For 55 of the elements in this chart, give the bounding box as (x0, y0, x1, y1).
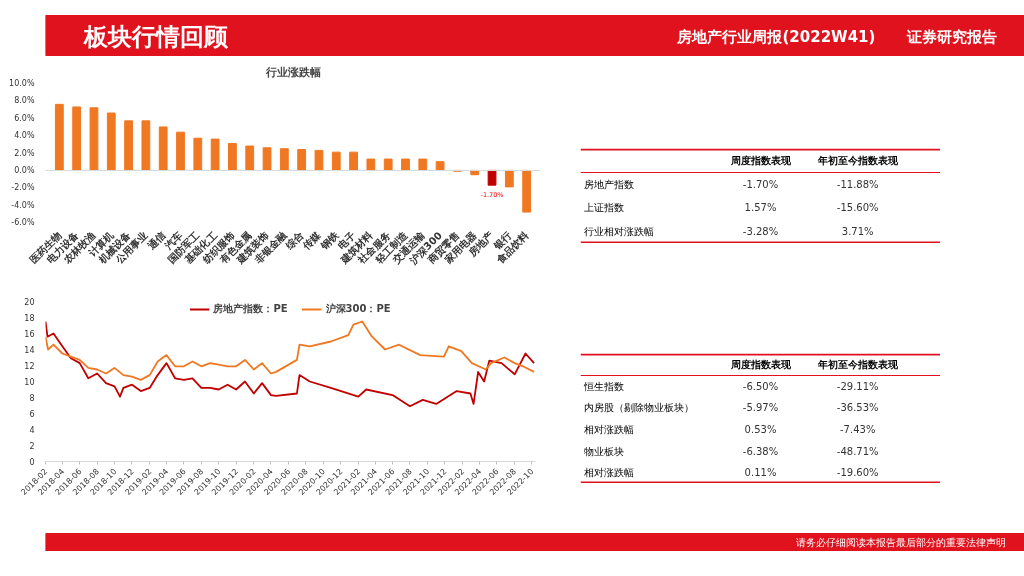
text: -7.43% (840, 423, 876, 435)
y-tick-label: 0.0% (14, 165, 35, 175)
text: 请务必仔细阅读本报告最后部分的重要法律声明 (796, 537, 1007, 548)
text: -19.60% (836, 467, 879, 479)
y-tick-label: 8.0% (14, 96, 35, 106)
text: 0.11% (744, 467, 777, 479)
text: 房地产行业周报(2022W41) (676, 27, 876, 46)
text: -1.70% (742, 178, 779, 190)
y-tick-label: -2.0% (11, 183, 35, 193)
category-label: 房地产指数 (584, 178, 635, 190)
y-tick-label: 0 (29, 458, 35, 467)
y-tick-label: 10.0% (9, 79, 35, 88)
text: -11.88% (836, 178, 879, 190)
text: -6.50% (742, 380, 779, 392)
category-label: 相对涨跌幅 (584, 423, 635, 435)
text: -48.71% (836, 445, 879, 457)
text: 3.71% (841, 226, 874, 238)
category-label: 上证指数 (584, 202, 625, 214)
y-tick-label: -6.0% (11, 218, 35, 227)
y-tick-label: -4.0% (11, 200, 35, 210)
legend-label: 沪深300：PE (325, 302, 391, 316)
text: 0.53% (744, 423, 777, 435)
text: -15.60% (836, 202, 879, 214)
legend-label: 房地产指数：PE (213, 302, 288, 316)
category-label: 行业相对涨跌幅 (584, 226, 655, 238)
category-label: 年初至今指数表现 (816, 154, 899, 166)
y-tick-label: 10 (24, 378, 35, 387)
text: 板块行情回顾 (82, 22, 229, 51)
y-tick-label: 4 (29, 426, 35, 435)
category-label: 恒生指数 (584, 380, 625, 392)
y-tick-label: 4.0% (14, 131, 35, 141)
y-tick-label: 18 (24, 314, 35, 323)
category-label: 内房股（剔除物业板块） (584, 402, 695, 414)
text: -3.28% (742, 226, 779, 238)
category-label: 物业板块 (584, 445, 625, 457)
chart-title: 行业涨跌幅 (264, 65, 321, 79)
category-label: 周度指数表现 (729, 358, 792, 370)
y-tick-label: 20 (24, 298, 35, 307)
text: -29.11% (836, 380, 879, 392)
text: -36.53% (836, 402, 879, 414)
category-label: 年初至今指数表现 (816, 358, 899, 370)
y-tick-label: 16 (24, 330, 35, 339)
y-tick-label: 12 (24, 362, 35, 371)
y-tick-label: 8 (29, 394, 35, 403)
text: 证券研究报告 (905, 27, 997, 46)
y-tick-label: 6.0% (14, 113, 35, 123)
y-tick-label: 2.0% (14, 148, 35, 158)
y-tick-label: 6 (29, 410, 35, 419)
y-tick-label: 2 (29, 442, 35, 451)
category-label: 相对涨跌幅 (584, 467, 635, 479)
category-label: 周度指数表现 (729, 154, 792, 166)
y-tick-label: 14 (24, 346, 35, 355)
text: -5.97% (742, 402, 779, 414)
text: 1.57% (744, 202, 777, 214)
text: -6.38% (742, 445, 779, 457)
